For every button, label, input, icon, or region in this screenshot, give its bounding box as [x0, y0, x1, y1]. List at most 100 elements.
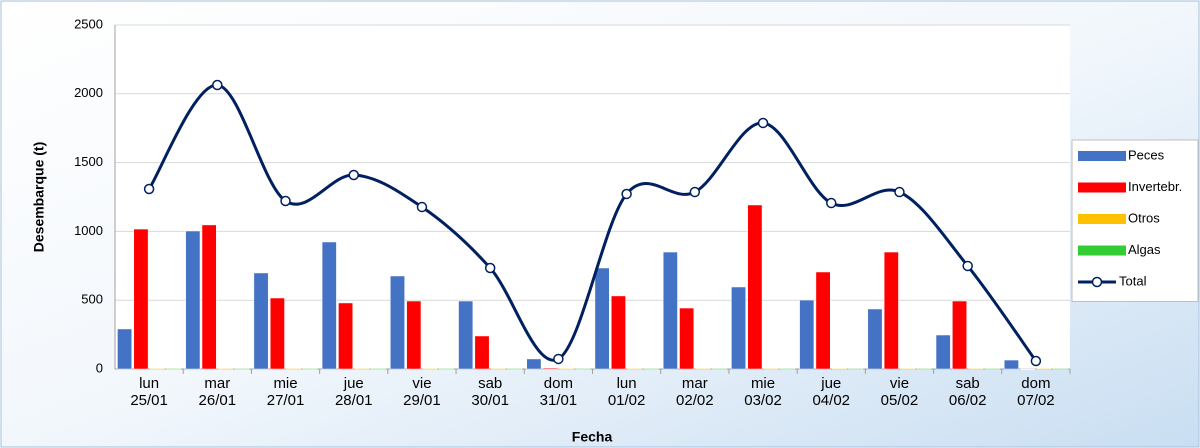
legend-label: Peces [1128, 147, 1165, 162]
legend-label: Total [1119, 273, 1147, 288]
x-tick-label: mie 03/02 [744, 375, 782, 409]
bar [302, 368, 318, 370]
marker [826, 197, 837, 209]
bar [490, 368, 506, 370]
marker [689, 186, 701, 198]
bar [799, 299, 815, 370]
x-tick-label: sab 06/02 [948, 375, 987, 409]
bar [559, 368, 574, 370]
bar [1036, 368, 1052, 370]
bar [643, 368, 659, 370]
marker [757, 117, 769, 129]
bar [916, 368, 932, 370]
bar [370, 368, 386, 370]
bar [354, 368, 370, 370]
bar [269, 297, 285, 370]
bar [390, 275, 405, 370]
bar [952, 300, 967, 370]
x-tick-label: sab 30/01 [471, 375, 509, 409]
marker [962, 260, 973, 272]
legend-swatch [1078, 214, 1126, 224]
y-tick-label: 0 [96, 360, 103, 375]
bar [763, 368, 779, 370]
bar [1003, 359, 1019, 370]
y-tick-label: 1500 [74, 154, 103, 169]
bar [201, 224, 217, 370]
bar [662, 251, 678, 370]
bar [731, 286, 746, 370]
bar [286, 368, 302, 370]
bar [321, 241, 337, 370]
bar [883, 251, 899, 370]
legend-label: Invertebr. [1128, 179, 1182, 194]
bar [984, 368, 1000, 370]
bar [338, 302, 353, 370]
legend-label: Algas [1128, 242, 1161, 257]
bar [780, 368, 795, 370]
bar [218, 368, 233, 370]
bar [422, 368, 438, 370]
marker [212, 79, 223, 91]
marker [621, 188, 632, 200]
y-tick-label: 2000 [74, 85, 103, 100]
x-tick-label: dom 31/01 [539, 375, 578, 409]
bar [611, 295, 626, 370]
bar [133, 228, 149, 370]
bar [149, 368, 165, 370]
marker [894, 186, 905, 198]
marker [348, 169, 359, 181]
y-tick-label: 2500 [74, 16, 103, 31]
bar [832, 368, 847, 370]
bar [439, 368, 454, 370]
bar [627, 368, 643, 370]
bar [594, 267, 610, 370]
bar [166, 368, 182, 370]
x-tick-label: mar 26/01 [198, 375, 237, 409]
bar [968, 368, 984, 370]
bar [253, 272, 269, 370]
marker [1030, 355, 1042, 367]
legend-swatch [1078, 182, 1126, 193]
bar [526, 358, 542, 370]
legend-marker [1091, 276, 1103, 288]
bar [695, 368, 711, 370]
bar [575, 368, 591, 370]
x-tick-label: vie 29/01 [403, 375, 441, 409]
x-tick-label: mar 02/02 [676, 375, 714, 409]
y-axis-title: Desembarque (t) [31, 142, 47, 252]
marker [280, 195, 291, 207]
bar [542, 367, 558, 370]
marker [553, 353, 564, 365]
legend-label: Otros [1128, 210, 1160, 225]
legend-swatch [1078, 151, 1126, 161]
bar [935, 334, 951, 370]
x-tick-label: jue 28/01 [334, 375, 373, 409]
bar [1052, 368, 1068, 370]
marker [416, 201, 428, 213]
x-tick-label: dom 07/02 [1017, 375, 1055, 409]
marker [484, 262, 496, 274]
x-tick-label: lun 01/02 [607, 375, 646, 409]
legend-swatch [1078, 245, 1126, 256]
bar [711, 368, 727, 370]
bar [406, 300, 422, 370]
y-tick-label: 500 [81, 292, 103, 307]
bar [458, 300, 474, 370]
x-tick-label: lun 25/01 [130, 375, 168, 409]
bar [747, 204, 763, 370]
x-tick-label: vie 05/02 [880, 375, 919, 409]
bar [848, 368, 864, 370]
bar [507, 368, 523, 370]
x-tick-label: mie 27/01 [266, 375, 305, 409]
y-tick-label: 1000 [74, 223, 103, 238]
bar [474, 335, 490, 370]
bar [1020, 368, 1036, 370]
bar [900, 368, 916, 370]
bar [679, 307, 695, 370]
x-axis-title: Fecha [572, 429, 613, 445]
bar [815, 271, 831, 370]
bar [234, 368, 250, 370]
x-tick-label: jue 04/02 [812, 375, 851, 409]
